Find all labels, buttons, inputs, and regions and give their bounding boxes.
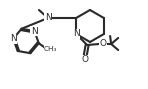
Text: N: N <box>10 34 17 43</box>
Text: N: N <box>31 27 38 36</box>
Text: O: O <box>82 56 89 65</box>
Text: N: N <box>45 14 51 23</box>
Text: CH₃: CH₃ <box>44 46 57 52</box>
Text: O: O <box>100 40 107 49</box>
Text: N: N <box>73 29 79 39</box>
